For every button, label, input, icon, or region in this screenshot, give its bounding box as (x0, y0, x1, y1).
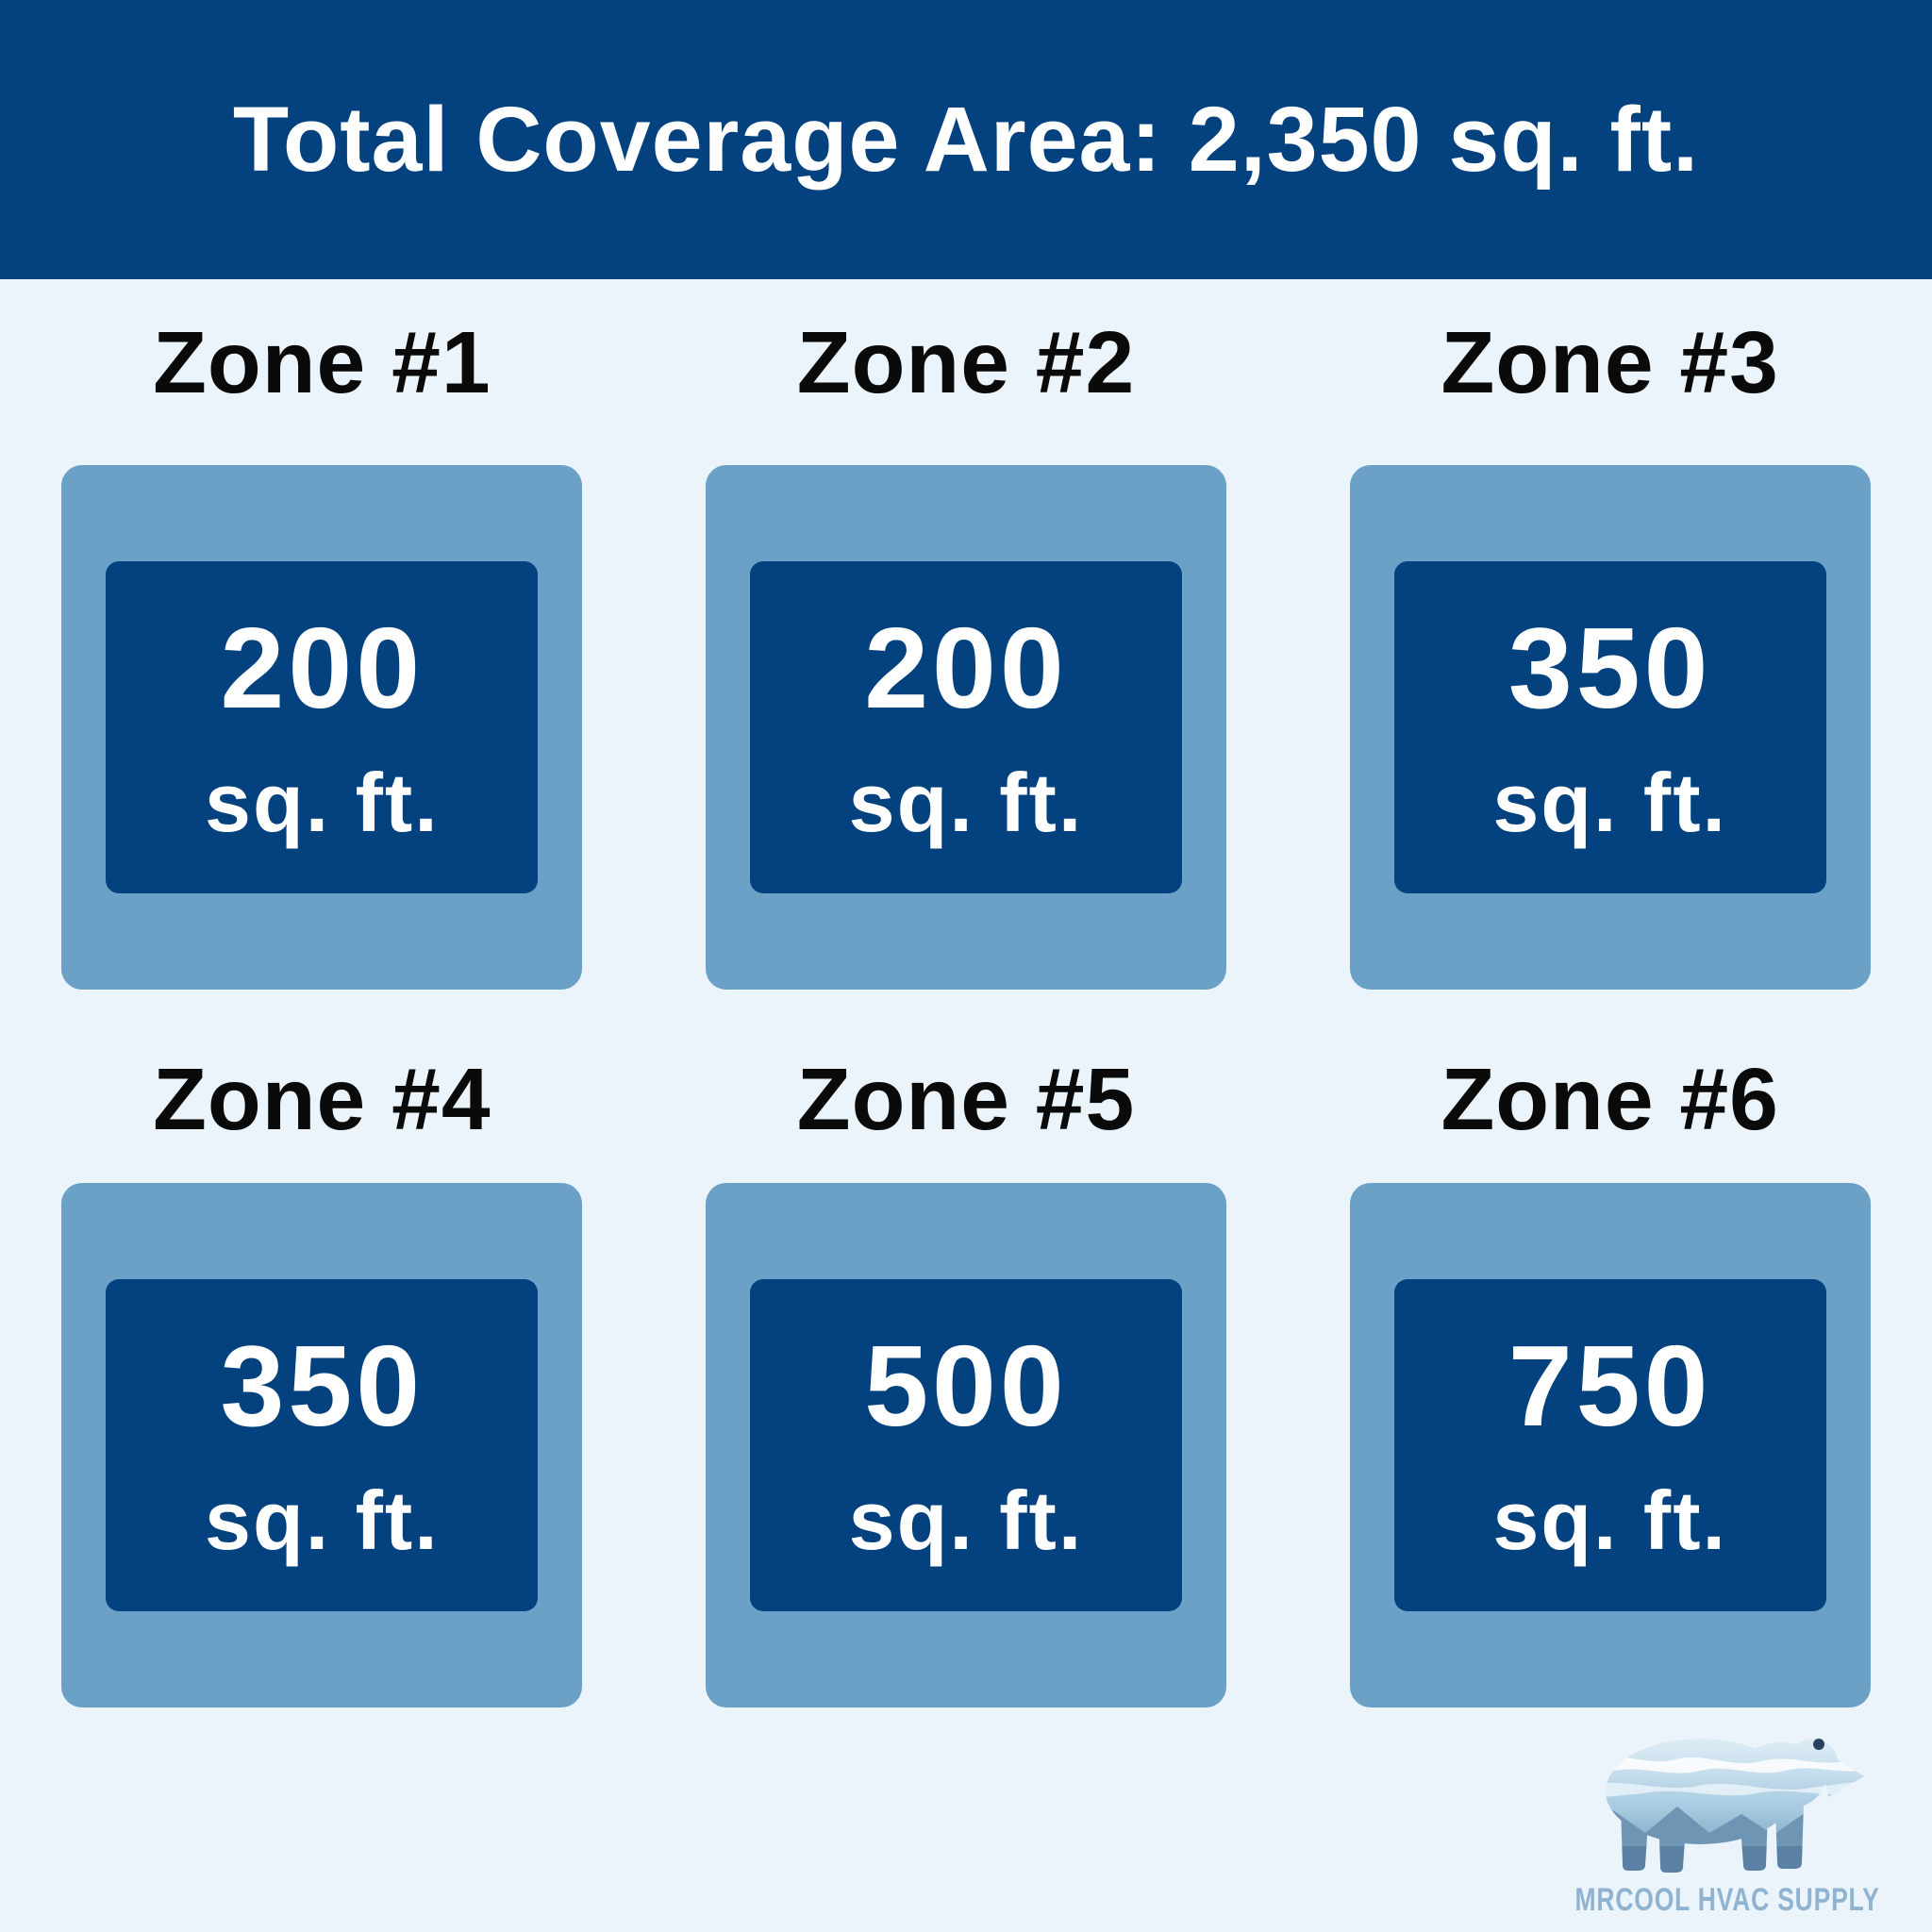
zone-cell-1: Zone #1 200 sq. ft. (0, 279, 644, 990)
page-title: Total Coverage Area: 2,350 sq. ft. (232, 88, 1700, 191)
zone-area-unit: sq. ft. (1492, 756, 1727, 849)
zone-coverage-outer-box: 350 sq. ft. (61, 1183, 583, 1707)
zone-coverage-outer-box: 200 sq. ft. (705, 465, 1226, 990)
zone-coverage-inner-box: 500 sq. ft. (749, 1279, 1182, 1611)
zone-area-unit: sq. ft. (848, 756, 1084, 849)
zone-area-value: 350 (1507, 604, 1712, 732)
zone-coverage-inner-box: 350 sq. ft. (106, 1279, 539, 1611)
zone-area-unit: sq. ft. (205, 1474, 440, 1567)
zone-coverage-inner-box: 200 sq. ft. (749, 561, 1182, 893)
zone-area-value: 750 (1507, 1322, 1712, 1450)
zone-title: Zone #5 (796, 1050, 1136, 1148)
zone-area-value: 500 (864, 1322, 1068, 1450)
zone-area-value: 200 (864, 604, 1068, 732)
zone-coverage-inner-box: 750 sq. ft. (1393, 1279, 1826, 1611)
zones-grid: Zone #1 200 sq. ft. Zone #2 200 sq. ft. … (0, 279, 1932, 1707)
zone-coverage-outer-box: 750 sq. ft. (1349, 1183, 1871, 1707)
zone-cell-6: Zone #6 750 sq. ft. (1288, 990, 1932, 1707)
polar-bear-icon (1581, 1722, 1874, 1880)
zone-title: Zone #4 (153, 1050, 491, 1148)
zone-area-value: 350 (220, 1322, 425, 1450)
zone-coverage-outer-box: 350 sq. ft. (1349, 465, 1871, 990)
zone-coverage-inner-box: 350 sq. ft. (1393, 561, 1826, 893)
zone-area-value: 200 (220, 604, 425, 732)
zone-area-unit: sq. ft. (1492, 1474, 1727, 1567)
zone-title: Zone #1 (153, 313, 491, 411)
zone-area-unit: sq. ft. (205, 756, 440, 849)
zone-title: Zone #3 (1441, 313, 1779, 411)
header-banner: Total Coverage Area: 2,350 sq. ft. (0, 0, 1932, 279)
zone-cell-2: Zone #2 200 sq. ft. (644, 279, 1289, 990)
zone-coverage-outer-box: 500 sq. ft. (705, 1183, 1226, 1707)
zone-title: Zone #6 (1441, 1050, 1779, 1148)
zone-title: Zone #2 (796, 313, 1136, 411)
zone-cell-5: Zone #5 500 sq. ft. (644, 990, 1289, 1707)
zone-coverage-outer-box: 200 sq. ft. (61, 465, 583, 990)
zone-area-unit: sq. ft. (848, 1474, 1084, 1567)
brand-logo: MRCOOL HVAC SUPPLY (1572, 1722, 1883, 1919)
zone-cell-3: Zone #3 350 sq. ft. (1288, 279, 1932, 990)
zone-coverage-inner-box: 200 sq. ft. (106, 561, 539, 893)
zone-cell-4: Zone #4 350 sq. ft. (0, 990, 644, 1707)
brand-name: MRCOOL HVAC SUPPLY (1574, 1882, 1880, 1918)
